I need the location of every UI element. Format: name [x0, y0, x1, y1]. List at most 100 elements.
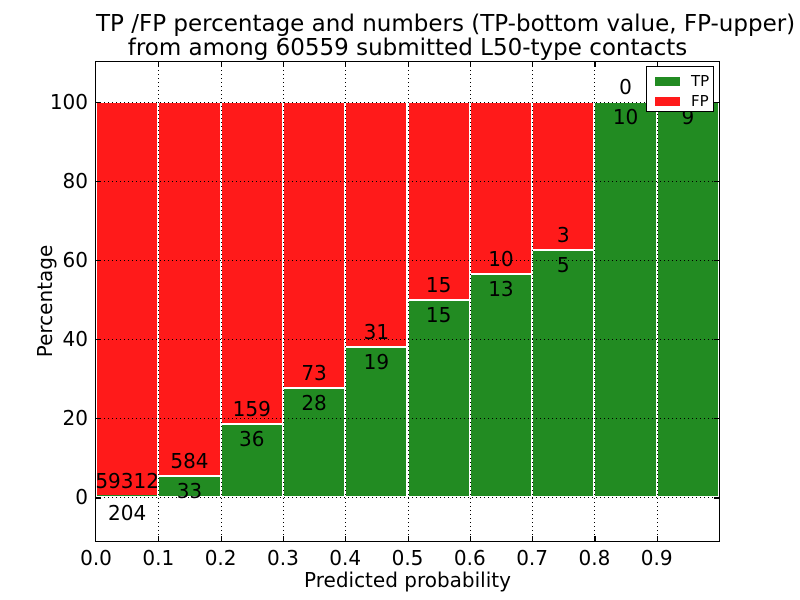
x-tick-label: 0.5	[391, 546, 424, 570]
y-tick-mark-right	[714, 418, 719, 420]
vertical-gridline	[345, 62, 347, 541]
x-tick-label: 0.3	[266, 546, 299, 570]
x-tick-mark-top	[345, 62, 347, 67]
x-axis-label: Predicted probability	[304, 568, 511, 592]
x-tick-label: 0.1	[142, 546, 175, 570]
y-tick-label: 40	[62, 327, 88, 352]
y-tick-label: 20	[62, 406, 88, 431]
vertical-gridline	[158, 62, 160, 541]
y-tick-mark-right	[714, 497, 719, 499]
y-tick-mark	[96, 418, 101, 420]
x-tick-mark	[282, 536, 285, 541]
tp-count-label: 28	[301, 390, 327, 415]
legend-entry-fp: FP	[647, 92, 713, 110]
tp-count-label: 36	[239, 427, 265, 452]
y-tick-mark	[96, 180, 101, 182]
x-tick-mark	[532, 536, 534, 541]
fp-count-label: 10	[488, 246, 514, 271]
vertical-gridline	[532, 62, 534, 541]
fp-count-label: 159	[232, 397, 271, 422]
x-tick-mark-top	[407, 62, 409, 67]
x-tick-label: 0.7	[516, 546, 548, 570]
x-tick-mark-top	[220, 62, 222, 67]
fp-count-label: 73	[301, 360, 327, 385]
fp-bar-segment	[282, 101, 346, 388]
y-tick-mark	[96, 339, 101, 341]
x-tick-mark	[158, 536, 160, 541]
fp-bar-segment	[220, 101, 283, 425]
fp-count-label: 31	[363, 320, 390, 345]
tp-count-label: 204	[108, 501, 147, 526]
fp-bar-segment	[345, 101, 408, 348]
legend-entry-tp: TP	[647, 72, 713, 90]
fp-bar-segment	[96, 101, 159, 497]
x-tick-mark	[656, 536, 658, 541]
legend-label-tp: TP	[691, 71, 710, 90]
tp-bar-segment	[407, 299, 470, 498]
x-tick-mark	[220, 536, 222, 541]
x-tick-label: 0.0	[80, 546, 112, 570]
tp-bar-segment	[469, 273, 533, 498]
vertical-gridline	[594, 62, 596, 541]
fp-count-label: 15	[425, 272, 452, 297]
x-tick-mark	[594, 536, 596, 541]
fp-count-label: 0	[619, 74, 632, 99]
fp-bar-segment	[532, 101, 595, 251]
y-tick-label: 60	[62, 247, 88, 272]
tp-swatch-icon	[655, 76, 680, 86]
vertical-gridline	[407, 62, 409, 541]
y-tick-label: 0	[75, 485, 88, 510]
x-tick-mark-top	[594, 62, 596, 67]
x-tick-mark	[345, 536, 347, 541]
fp-bar-segment	[158, 101, 221, 477]
x-tick-mark-top	[532, 62, 534, 67]
fp-swatch-icon	[655, 96, 680, 106]
tp-bar-segment	[220, 424, 283, 498]
chart-title-line2: from among 60559 submitted L50-type cont…	[127, 35, 688, 61]
fp-bar-segment	[407, 101, 470, 300]
tp-count-label: 19	[363, 350, 390, 375]
tp-count-label: 33	[176, 479, 203, 504]
y-tick-mark-right	[714, 101, 719, 103]
vertical-gridline	[282, 62, 284, 541]
chart-title-line1: TP /FP percentage and numbers (TP-bottom…	[96, 11, 796, 37]
tp-count-label: 5	[556, 253, 570, 278]
y-tick-mark-right	[714, 339, 719, 341]
x-tick-mark-top	[158, 62, 160, 67]
vertical-gridline	[220, 62, 222, 541]
fp-count-label: 59312	[95, 469, 159, 494]
tp-bar-segment	[96, 495, 159, 498]
tp-bar-segment	[656, 101, 719, 498]
fp-count-label: 584	[170, 449, 209, 474]
tp-count-label: 10	[612, 104, 639, 129]
tp-count-label: 13	[488, 276, 514, 301]
x-tick-label: 0.6	[453, 546, 486, 570]
y-tick-mark-right	[714, 180, 719, 182]
x-tick-mark	[469, 536, 471, 541]
y-tick-mark-right	[714, 259, 719, 262]
tp-bar-segment	[532, 250, 595, 498]
vertical-gridline	[469, 62, 471, 541]
y-tick-label: 100	[49, 89, 88, 114]
x-tick-mark-top	[469, 62, 471, 67]
tp-count-label: 15	[425, 302, 452, 327]
y-tick-mark	[96, 259, 101, 262]
x-tick-mark	[407, 536, 409, 541]
legend-label-fp: FP	[691, 91, 709, 110]
y-tick-mark	[96, 101, 101, 103]
y-tick-label: 80	[62, 168, 88, 193]
tp-bar-segment	[594, 101, 657, 498]
y-tick-mark	[96, 497, 101, 499]
x-tick-label: 0.8	[578, 546, 611, 570]
tp-bar-segment	[345, 347, 408, 498]
x-tick-mark-top	[282, 62, 285, 67]
x-tick-label: 0.9	[640, 546, 673, 570]
x-tick-label: 0.4	[329, 546, 362, 570]
x-tick-label: 0.2	[204, 546, 237, 570]
x-tick-mark-top	[656, 62, 658, 67]
y-axis-label: Percentage	[33, 244, 57, 358]
vertical-gridline	[656, 62, 658, 541]
fp-count-label: 3	[556, 223, 570, 248]
plot-area: TP FP 59312 204 584 33 159 36 73 28 31 19 15 15 10 13 3…	[95, 61, 720, 542]
